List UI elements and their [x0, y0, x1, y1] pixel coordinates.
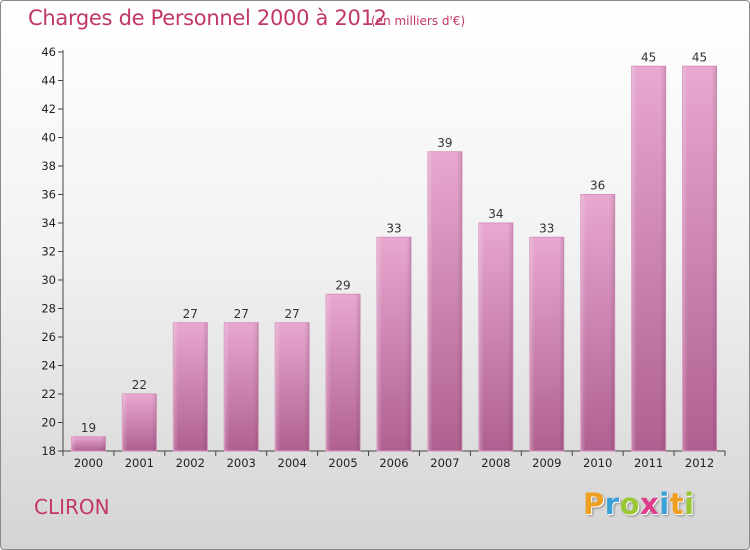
bar-value-label: 45	[641, 50, 656, 64]
y-tick-label: 40	[41, 131, 56, 145]
bar-shade	[580, 194, 615, 451]
bar-value-label: 39	[437, 136, 452, 150]
y-tick-label: 28	[41, 302, 56, 316]
axes: 18 20 22 24 26 28 30 32 34 36 38 40 42 44 46 2000 2001 20…	[41, 45, 726, 470]
x-tick-label: 2012	[685, 456, 714, 470]
x-tick-label: 2004	[278, 456, 307, 470]
bar-shade	[529, 237, 564, 451]
y-tick-label: 20	[41, 416, 56, 430]
bar-value-label: 22	[132, 378, 147, 392]
x-tick-label: 2008	[481, 456, 510, 470]
bar-value-label: 27	[234, 307, 249, 321]
proxiti-logo: Proxiti	[583, 487, 695, 521]
chart-title: Charges de Personnel 2000 à 2012	[28, 6, 387, 30]
logo-letter: r	[604, 487, 620, 521]
x-tick-label: 2006	[379, 456, 408, 470]
logo-letter: P	[583, 487, 605, 521]
logo-letter: i	[659, 487, 670, 521]
bar-value-label: 29	[335, 278, 350, 292]
logo-letter: t	[669, 487, 685, 521]
y-tick-label: 26	[41, 330, 56, 344]
bar-shade	[631, 66, 666, 451]
x-tick-label: 2001	[125, 456, 154, 470]
bars: 19 22 27 27 27 29 33 39 34 33 36 45 45	[70, 50, 718, 452]
y-tick-label: 22	[41, 387, 56, 401]
y-tick-label: 32	[41, 245, 56, 259]
logo-letter: i	[684, 487, 695, 521]
bar-shade	[478, 223, 513, 451]
chart-subtitle: (en milliers d'€)	[371, 14, 466, 28]
x-tick-label: 2003	[227, 456, 256, 470]
y-tick-label: 44	[41, 74, 56, 88]
logo-letter: x	[640, 487, 660, 521]
logo-letter: o	[619, 487, 641, 521]
x-tick-label: 2002	[176, 456, 205, 470]
y-tick-label: 38	[41, 159, 56, 173]
bar-shade	[377, 237, 411, 451]
bar-value-label: 33	[386, 221, 401, 235]
bar-shade	[682, 66, 717, 451]
bar-shade	[224, 322, 259, 451]
y-tick-label: 30	[41, 273, 56, 287]
x-tick-label: 2000	[74, 456, 103, 470]
bar-shade	[71, 436, 106, 451]
bar-value-label: 19	[81, 421, 96, 435]
bar-value-label: 33	[539, 221, 554, 235]
bar-value-label: 27	[183, 307, 198, 321]
y-tick-label: 46	[41, 45, 56, 59]
x-tick-label: 2005	[328, 456, 357, 470]
x-tick-label: 2009	[532, 456, 561, 470]
y-tick-label: 42	[41, 102, 56, 116]
y-tick-label: 18	[41, 444, 56, 458]
x-tick-label: 2011	[634, 456, 663, 470]
y-tick-label: 24	[41, 359, 56, 373]
commune-name: CLIRON	[34, 495, 110, 519]
bar-value-label: 45	[692, 50, 707, 64]
bar-value-label: 27	[285, 307, 300, 321]
bar-shade	[427, 151, 462, 451]
y-tick-label: 34	[41, 216, 56, 230]
bar-shade	[326, 294, 361, 451]
bar-value-label: 34	[488, 207, 503, 221]
x-tick-label: 2010	[583, 456, 612, 470]
bar-shade	[275, 322, 310, 451]
bar-shade	[122, 394, 157, 451]
y-tick-label: 36	[41, 188, 56, 202]
bar-value-label: 36	[590, 179, 605, 193]
x-tick-label: 2007	[430, 456, 459, 470]
bar-shade	[173, 322, 208, 451]
